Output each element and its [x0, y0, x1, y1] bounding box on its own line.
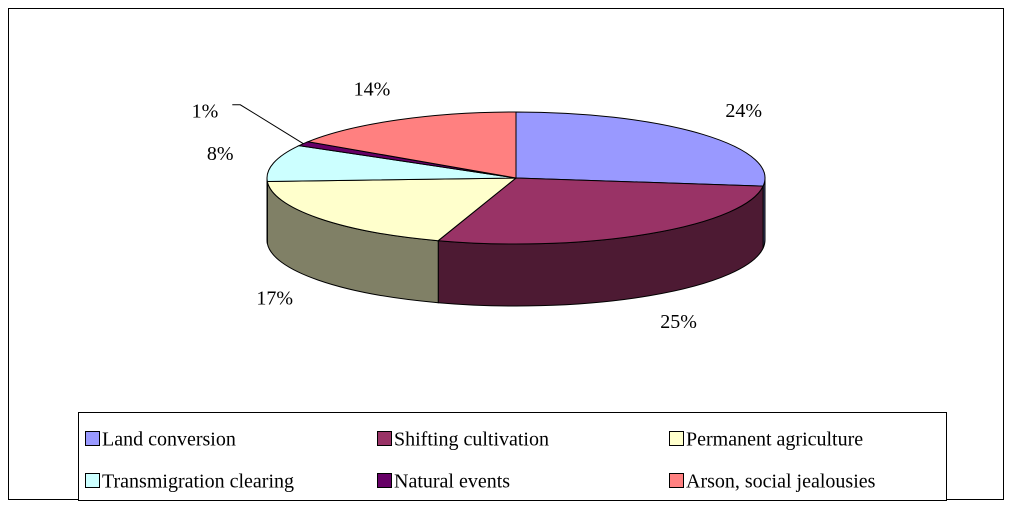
legend-swatch [378, 474, 392, 488]
data-label: 8% [207, 143, 234, 165]
data-label: 24% [725, 100, 762, 122]
legend-label: Arson, social jealousies [686, 471, 876, 493]
legend-label: Natural events [394, 471, 510, 493]
legend-swatch [86, 432, 100, 446]
data-label: 14% [354, 78, 391, 100]
legend-label: Shifting cultivation [394, 429, 549, 451]
data-label: 25% [660, 311, 697, 333]
legend-swatch [670, 432, 684, 446]
legend-swatch [86, 474, 100, 488]
legend-label: Permanent agriculture [686, 429, 863, 451]
legend-label: Transmigration clearing [102, 471, 294, 493]
legend-label: Land conversion [102, 429, 236, 451]
legend-swatch [378, 432, 392, 446]
data-label: 17% [256, 288, 293, 310]
data-label: 1% [192, 100, 219, 122]
legend-swatch [670, 474, 684, 488]
